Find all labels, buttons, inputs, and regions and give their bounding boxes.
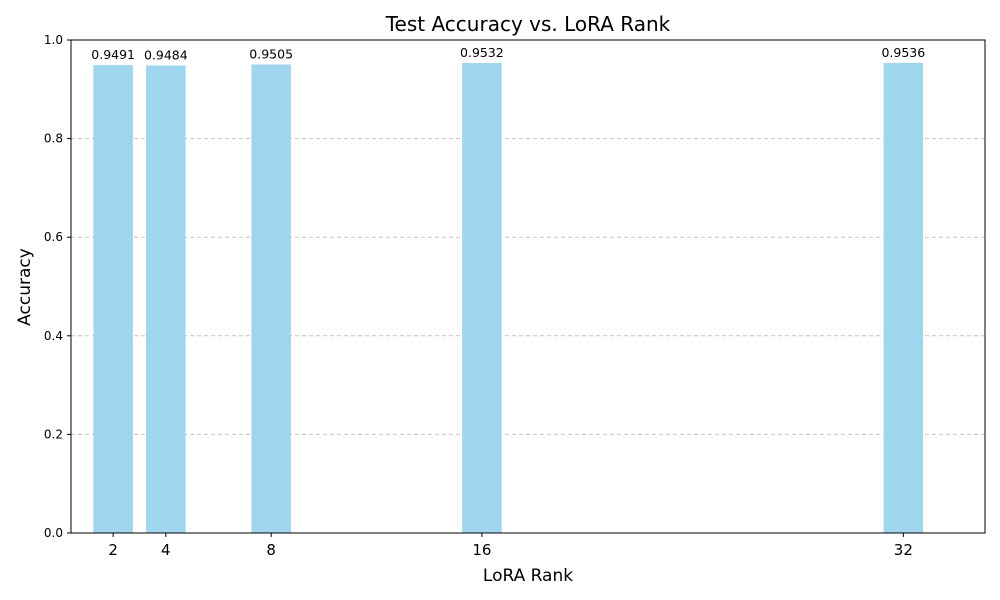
bar — [462, 63, 502, 534]
bar-value-label: 0.9505 — [249, 46, 293, 61]
x-tick-label: 4 — [161, 541, 171, 559]
y-tick-label: 0.8 — [44, 132, 63, 146]
x-tick-label: 8 — [266, 541, 276, 559]
x-axis-label: LoRA Rank — [483, 566, 573, 586]
data-labels: 0.9491 0.9484 0.9505 0.9532 0.9536 — [91, 45, 925, 63]
y-gridlines — [71, 138, 985, 435]
chart-title: Test Accuracy vs. LoRA Rank — [385, 12, 671, 36]
x-axis-ticks: 2 4 8 16 32 — [108, 533, 913, 559]
x-tick-label: 2 — [108, 541, 118, 559]
bar-value-label: 0.9484 — [144, 47, 188, 62]
plot-frame — [70, 39, 986, 534]
y-tick-label: 0.2 — [44, 427, 63, 441]
bar — [93, 65, 133, 534]
bar — [883, 62, 924, 534]
bar — [251, 64, 291, 533]
bar-value-label: 0.9536 — [881, 45, 925, 60]
bar-value-label: 0.9491 — [91, 47, 135, 62]
x-tick-label: 32 — [894, 541, 913, 559]
y-axis-ticks: 0.0 0.2 0.4 0.6 0.8 1.0 — [44, 33, 71, 540]
bars — [93, 62, 924, 534]
x-tick-label: 16 — [472, 541, 491, 559]
y-tick-label: 1.0 — [44, 33, 63, 47]
y-axis-label: Accuracy — [15, 248, 35, 326]
y-tick-label: 0.0 — [44, 526, 63, 540]
bar-value-label: 0.9532 — [460, 45, 504, 60]
bar — [146, 65, 186, 534]
y-tick-label: 0.6 — [44, 230, 63, 244]
y-tick-label: 0.4 — [44, 329, 63, 343]
